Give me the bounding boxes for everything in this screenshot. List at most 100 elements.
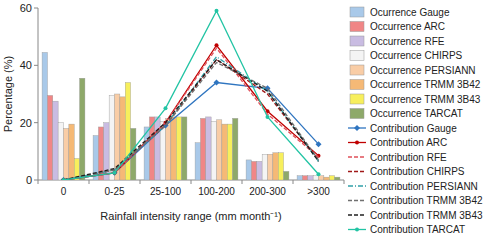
legend-item: Occurrence TRMM 3B42	[350, 79, 481, 90]
legend-swatch	[350, 80, 364, 90]
bar	[58, 123, 63, 180]
bar	[206, 117, 211, 180]
legend-item: Contribution RFE	[348, 152, 447, 163]
x-tick	[344, 180, 345, 184]
bar	[284, 171, 289, 180]
legend-label: Contribution Gauge	[370, 123, 457, 134]
y-tick-label: 20	[20, 117, 32, 129]
line	[64, 48, 319, 180]
line	[64, 45, 319, 180]
bar	[278, 153, 283, 180]
bar	[319, 176, 324, 180]
point	[62, 178, 66, 180]
y-axis-title: Percentage (%)	[2, 56, 14, 132]
legend-label: Occurrence TRMM 3B43	[370, 94, 481, 105]
legend-swatch	[350, 51, 364, 61]
point	[113, 171, 117, 175]
legend-label: Contribution RFE	[370, 152, 447, 163]
legend-item: Occurrence TRMM 3B43	[350, 94, 481, 105]
bar	[257, 161, 262, 180]
legend-label: Contribution PERSIANN	[370, 181, 478, 192]
legend-item: Contribution Gauge	[348, 123, 457, 134]
legend-label: Contribution TRMM 3B42	[370, 195, 483, 206]
y-tick	[34, 180, 38, 181]
bar	[69, 124, 74, 180]
point	[215, 43, 219, 47]
x-tick-label: 25-100	[150, 186, 182, 197]
bar	[176, 117, 181, 180]
y-tick	[34, 8, 38, 9]
bar	[195, 143, 200, 180]
legend-item: Contribution CHIRPS	[348, 166, 465, 177]
bar	[233, 118, 238, 180]
x-tick-label: 200-300	[249, 186, 286, 197]
legend-line	[348, 156, 366, 157]
legend-label: Occurrence CHIRPS	[370, 50, 463, 61]
legend-label: Contribution TARCAT	[370, 224, 465, 235]
plot-area	[42, 9, 340, 180]
legend-item: Occurrence PERSIANN	[350, 65, 476, 76]
x-tick-label: >300	[307, 186, 330, 197]
x-tick	[242, 180, 243, 184]
legend-swatch	[350, 22, 364, 32]
bar	[273, 153, 278, 180]
legend-item: Contribution TRMM 3B42	[348, 195, 483, 206]
bar	[251, 161, 256, 180]
bar	[80, 78, 85, 180]
bar	[171, 117, 176, 180]
point	[316, 141, 322, 147]
bar	[246, 160, 251, 180]
bar	[42, 52, 47, 180]
bar	[222, 124, 227, 180]
bar	[217, 120, 222, 180]
legend-label: Occurrence TRMM 3B42	[370, 79, 481, 90]
bar	[53, 101, 58, 180]
bar	[324, 177, 329, 180]
bar	[335, 177, 340, 180]
y-tick-label: 0	[26, 174, 32, 186]
legend-label: Occurrence RFE	[370, 36, 445, 47]
x-tick	[38, 180, 39, 184]
legend-item: Contribution TRMM 3B43	[348, 210, 483, 221]
x-tick	[293, 180, 294, 184]
legend-line	[348, 185, 366, 186]
x-tick-label: 100-200	[198, 186, 235, 197]
point	[317, 172, 321, 176]
x-tick	[140, 180, 141, 184]
legend-swatch	[350, 109, 364, 119]
bar	[268, 154, 273, 180]
y-axis	[38, 8, 39, 180]
point	[215, 9, 219, 13]
point	[62, 178, 66, 180]
legend-label: Occurrence PERSIANN	[370, 65, 476, 76]
bar	[313, 176, 318, 180]
x-tick-label: 0-25	[104, 186, 124, 197]
bar	[200, 118, 205, 180]
legend-item: Contribution PERSIANN	[348, 181, 478, 192]
legend-marker	[355, 228, 359, 232]
bar	[302, 176, 307, 180]
point	[214, 80, 220, 86]
y-tick	[34, 122, 38, 123]
legend-item: Occurrence TARCAT	[350, 108, 463, 119]
point	[266, 115, 270, 119]
bar	[47, 95, 52, 180]
legend-marker	[355, 141, 359, 145]
bar	[155, 117, 160, 180]
bar	[109, 95, 114, 180]
bar	[125, 83, 130, 180]
line	[64, 60, 319, 180]
legend-marker	[354, 125, 360, 131]
bar	[329, 176, 334, 180]
line	[64, 60, 319, 180]
legend-swatch	[350, 94, 364, 104]
bar	[182, 117, 187, 180]
bar	[149, 117, 154, 180]
line	[64, 11, 319, 180]
bar	[262, 154, 267, 180]
y-tick-label: 40	[20, 59, 32, 71]
line	[64, 57, 319, 180]
bar	[308, 176, 313, 180]
legend-item: Ocurrence Gauge	[350, 7, 450, 18]
bar	[211, 121, 216, 180]
